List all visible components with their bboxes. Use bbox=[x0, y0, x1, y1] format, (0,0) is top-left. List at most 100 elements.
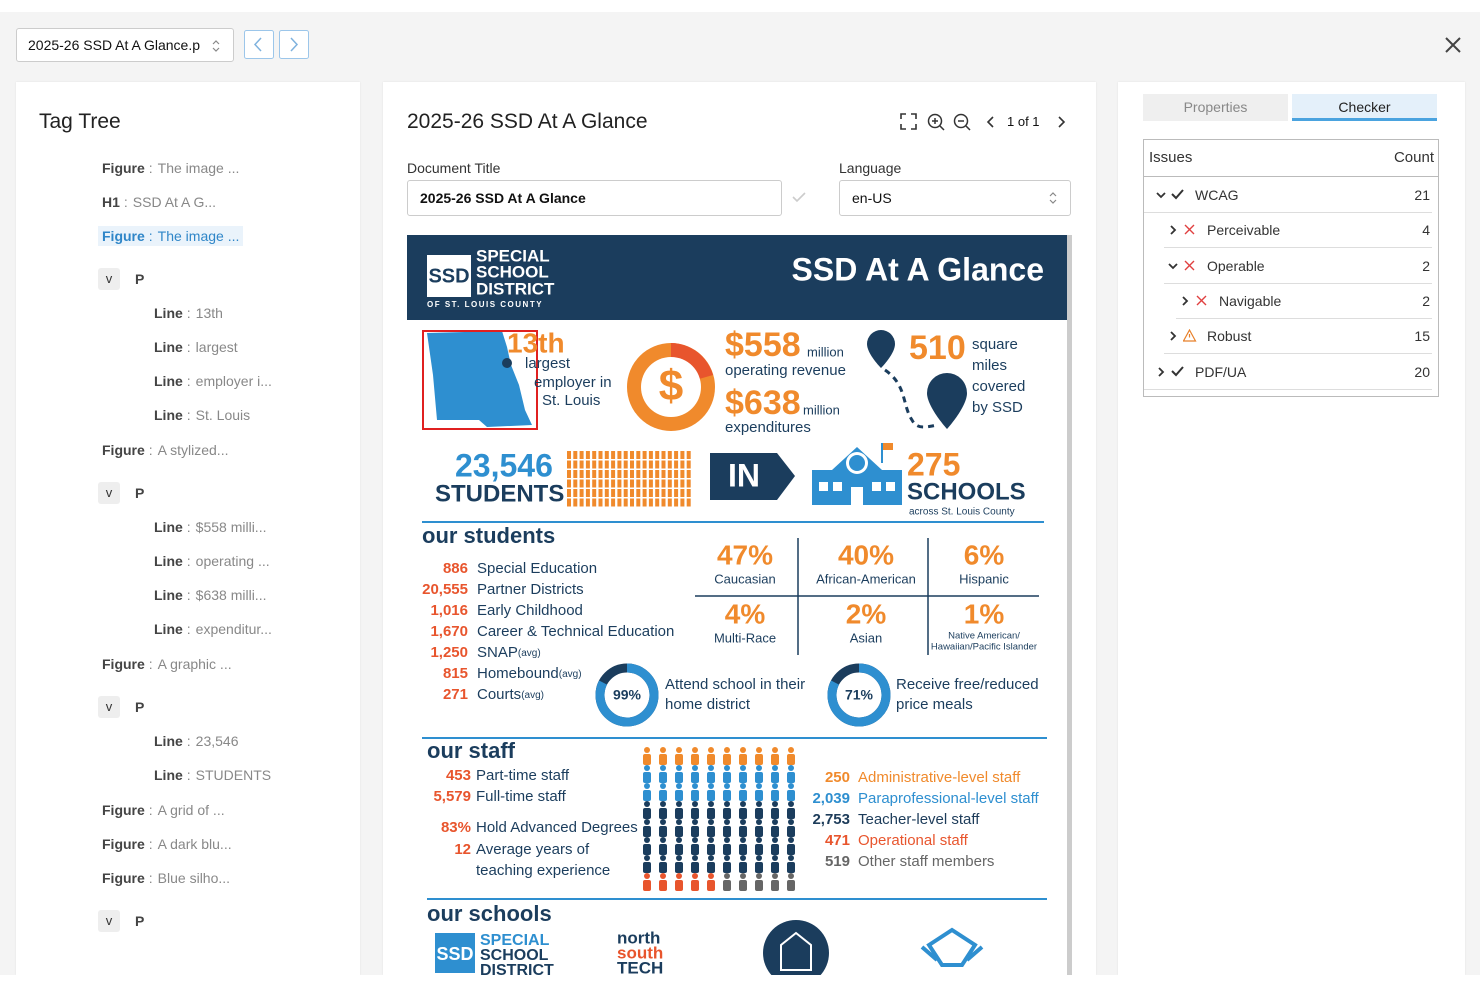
tree-node[interactable]: H1: SSD At A G... bbox=[102, 192, 216, 212]
close-button[interactable] bbox=[1444, 36, 1462, 54]
tree-toggle[interactable]: v bbox=[98, 910, 120, 932]
prev-button[interactable] bbox=[244, 30, 274, 59]
confirm-icon[interactable] bbox=[791, 190, 807, 204]
next-button[interactable] bbox=[279, 30, 309, 59]
issue-name: PDF/UA bbox=[1195, 363, 1247, 380]
scrollbar[interactable] bbox=[1067, 235, 1072, 975]
zoom-in[interactable] bbox=[927, 113, 945, 131]
person-body bbox=[755, 808, 763, 819]
zoom-out[interactable] bbox=[953, 113, 971, 131]
person-body bbox=[675, 862, 683, 873]
tree-separator: : bbox=[148, 656, 153, 672]
stat-label: Partner Districts bbox=[477, 581, 584, 598]
figure bbox=[655, 489, 660, 497]
figure bbox=[674, 498, 679, 507]
prev-page[interactable] bbox=[986, 116, 994, 128]
figure bbox=[642, 451, 647, 459]
tree-node[interactable]: Line: employer i... bbox=[154, 371, 272, 391]
figure bbox=[661, 498, 666, 507]
expand-toggle[interactable] bbox=[1156, 366, 1166, 377]
next-page[interactable] bbox=[1058, 116, 1066, 128]
figure bbox=[674, 489, 679, 497]
tree-node[interactable]: Figure: A graphic ... bbox=[102, 654, 232, 674]
tree-separator: : bbox=[186, 339, 191, 355]
rate-label: price meals bbox=[896, 696, 973, 713]
stat-value: 886 bbox=[443, 560, 468, 577]
tree-separator: : bbox=[148, 870, 153, 886]
tree-node[interactable]: Line: expenditur... bbox=[154, 619, 272, 639]
tree-node[interactable]: Figure: The image ... bbox=[98, 226, 244, 246]
person-body bbox=[739, 844, 747, 855]
figure bbox=[630, 498, 634, 507]
issue-row[interactable]: WCAG 21 bbox=[1144, 177, 1432, 213]
tree-toggle[interactable]: v bbox=[98, 268, 120, 290]
staff-value: 453 bbox=[446, 767, 471, 784]
issue-row[interactable]: Robust 15 bbox=[1164, 318, 1432, 355]
tab[interactable]: Checker bbox=[1292, 94, 1437, 121]
finance-label: operating revenue bbox=[725, 362, 846, 379]
expand-toggle[interactable] bbox=[1168, 261, 1178, 271]
tree-node[interactable]: Line: St. Louis bbox=[154, 405, 250, 425]
person-head bbox=[724, 855, 730, 861]
tab[interactable]: Properties bbox=[1143, 94, 1288, 121]
expand-toggle[interactable] bbox=[1168, 331, 1178, 341]
issue-row[interactable]: Perceivable 4 bbox=[1164, 212, 1432, 249]
tree-node[interactable]: Line:13th bbox=[154, 303, 223, 323]
figure bbox=[674, 451, 679, 459]
status-icon bbox=[1184, 260, 1195, 271]
figure bbox=[567, 479, 571, 488]
person-body bbox=[659, 826, 667, 837]
person-head bbox=[708, 873, 714, 879]
tree-node[interactable]: Line: largest bbox=[154, 337, 238, 357]
figure bbox=[617, 479, 622, 488]
rate-value: 99% bbox=[613, 687, 642, 703]
issue-row[interactable]: Operable 2 bbox=[1164, 248, 1432, 284]
tree-node[interactable]: Line: $558 milli... bbox=[154, 517, 266, 537]
tree-node[interactable]: Figure: Blue silho... bbox=[102, 868, 230, 888]
staff-value: 83% bbox=[441, 819, 471, 836]
person-head bbox=[660, 747, 666, 753]
staff-value: 519 bbox=[825, 853, 850, 870]
tree-text: $638 milli... bbox=[195, 587, 267, 603]
demographic-label: Native American/ bbox=[948, 631, 1020, 642]
tree-node[interactable]: Line: STUDENTS bbox=[154, 765, 271, 785]
expand-toggle[interactable] bbox=[1168, 225, 1178, 235]
person-head bbox=[692, 855, 698, 861]
title-input[interactable]: 2025-26 SSD At A Glance bbox=[407, 180, 782, 216]
expand-toggle[interactable] bbox=[1180, 296, 1190, 306]
figure bbox=[592, 470, 597, 478]
tree-node[interactable]: Line: operating ... bbox=[154, 551, 270, 571]
tree-node[interactable]: Line: $638 milli... bbox=[154, 585, 266, 605]
tree-tag: Line bbox=[154, 305, 183, 321]
figure bbox=[648, 470, 653, 478]
issue-row[interactable]: Navigable 2 bbox=[1176, 283, 1432, 319]
fit-button[interactable] bbox=[900, 113, 917, 130]
tree-node[interactable]: Figure: A dark blu... bbox=[102, 834, 232, 854]
staff-label: Full-time staff bbox=[476, 788, 567, 805]
tree-text: St. Louis bbox=[195, 407, 251, 423]
tree-node[interactable]: Line:23,546 bbox=[154, 731, 239, 751]
person-body bbox=[691, 808, 699, 819]
tree-node[interactable]: Figure: A grid of ... bbox=[102, 800, 225, 820]
person-head bbox=[644, 855, 650, 861]
person-head bbox=[644, 747, 650, 753]
tree-separator: : bbox=[148, 442, 153, 458]
logo-text: SCHOOL bbox=[476, 262, 549, 281]
person-body bbox=[771, 862, 779, 873]
tree-node[interactable]: Figure: A stylized... bbox=[102, 440, 228, 460]
finance-unit: million bbox=[807, 344, 844, 359]
person-body bbox=[675, 754, 683, 765]
tree-toggle[interactable]: v bbox=[98, 696, 120, 718]
tree-toggle[interactable]: v bbox=[98, 482, 120, 504]
tree-tag: Line bbox=[154, 407, 183, 423]
tree-separator: : bbox=[123, 194, 128, 210]
figure bbox=[642, 470, 647, 478]
language-select[interactable]: en-US bbox=[839, 180, 1071, 216]
person-body bbox=[643, 808, 651, 819]
expand-toggle[interactable] bbox=[1156, 190, 1166, 200]
tree-node[interactable]: Figure: The image ... bbox=[102, 158, 239, 178]
person-body bbox=[659, 754, 667, 765]
issue-row[interactable]: PDF/UA 20 bbox=[1144, 354, 1432, 390]
viewer-panel: 2025-26 SSD At A Glance 1 of 1 Document … bbox=[383, 82, 1096, 975]
file-select[interactable]: 2025-26 SSD At A Glance.pc bbox=[16, 28, 234, 62]
